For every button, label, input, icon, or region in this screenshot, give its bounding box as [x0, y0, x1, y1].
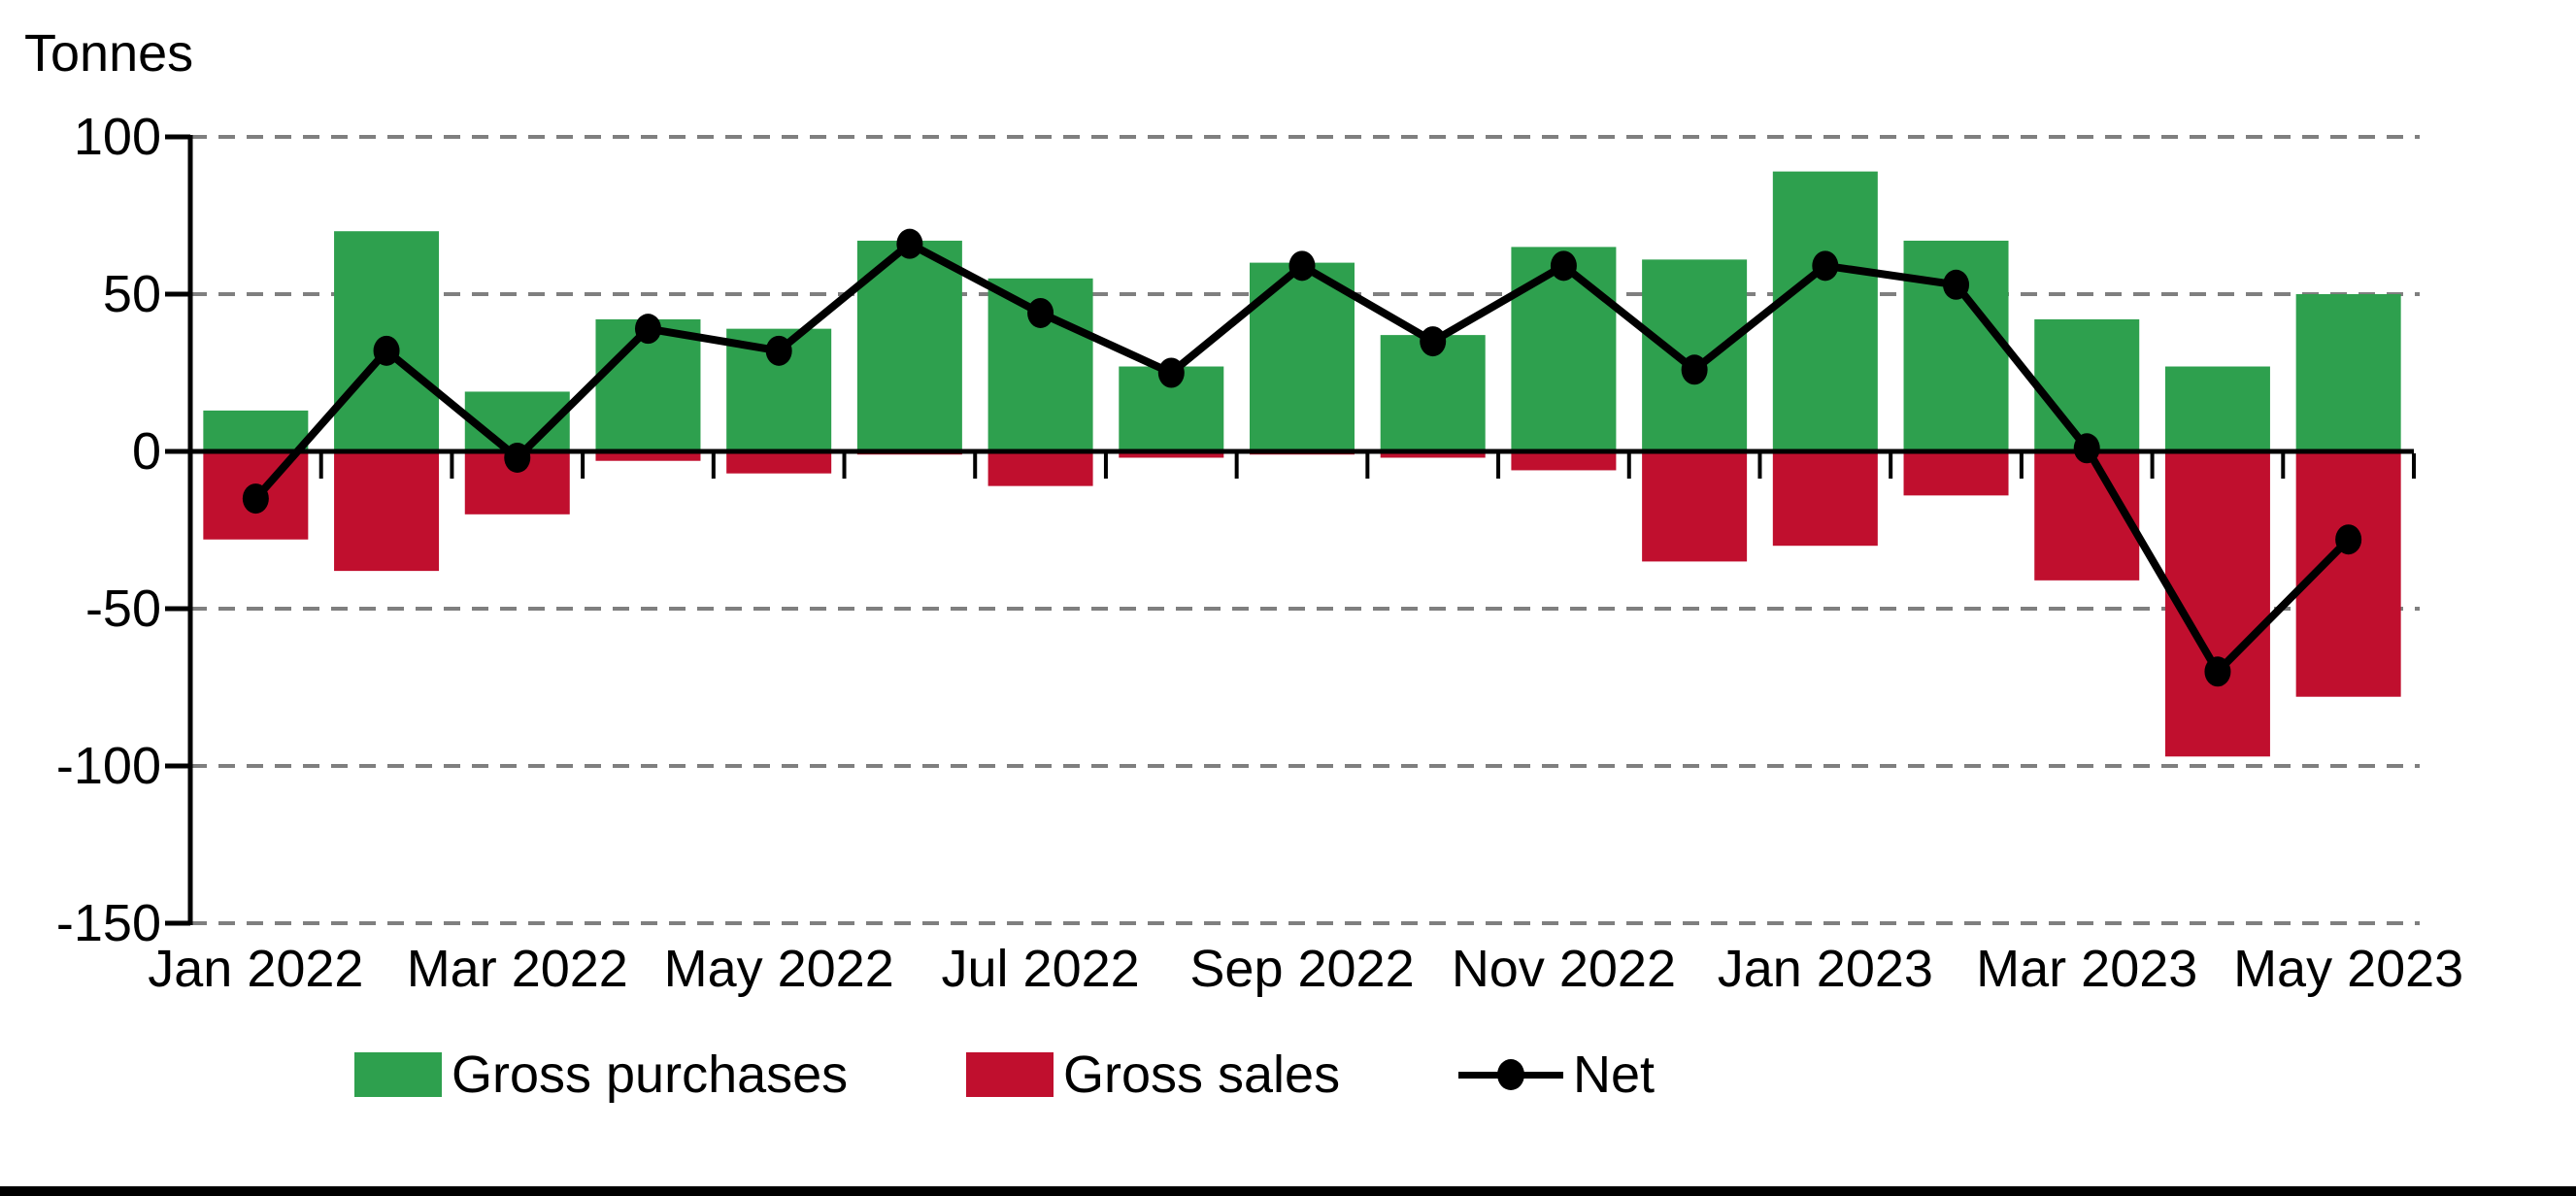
- bars: [203, 171, 2401, 757]
- bar-gross-purchases-apr-2023: [2164, 366, 2270, 451]
- x-tick-label-may-2023: May 2023: [2233, 940, 2463, 998]
- bar-gross-sales-nov-2022: [1511, 451, 1617, 471]
- x-tick-label-may-2022: May 2022: [664, 940, 894, 998]
- x-tick-label-jan-2022: Jan 2022: [148, 940, 363, 998]
- legend-label-gross-purchases: Gross purchases: [452, 1046, 849, 1104]
- bar-gross-purchases-nov-2022: [1511, 247, 1617, 451]
- net-point-nov-2022: [1550, 250, 1577, 282]
- net-point-jan-2023: [1812, 250, 1839, 282]
- legend-item-net: Net: [1458, 1045, 1655, 1105]
- legend-swatch-gross-sales: [966, 1052, 1054, 1097]
- net-point-mar-2022: [504, 442, 531, 473]
- net-point-sep-2022: [1288, 250, 1316, 282]
- legend-label-gross-sales: Gross sales: [1063, 1046, 1341, 1104]
- net-point-oct-2022: [1420, 326, 1447, 357]
- x-tick-label-mar-2022: Mar 2022: [407, 940, 628, 998]
- legend-item-gross-purchases: Gross purchases: [354, 1045, 848, 1105]
- legend-net-marker-icon: [1458, 1055, 1563, 1094]
- x-tick-labels: Jan 2022 Mar 2022 May 2022 Jul 2022 Sep 2022…: [148, 940, 2463, 998]
- x-tick-label-jan-2023: Jan 2023: [1718, 940, 1933, 998]
- y-tick-label-100: 100: [74, 108, 161, 166]
- y-tick-label--100: -100: [56, 737, 161, 795]
- legend-net-dot-icon: [1497, 1059, 1524, 1090]
- net-point-apr-2022: [634, 314, 661, 345]
- bar-gross-sales-dec-2022: [1642, 451, 1748, 562]
- net-point-jan-2022: [242, 483, 269, 515]
- y-axis-ticks: [165, 134, 190, 926]
- y-tick-label--50: -50: [85, 580, 161, 638]
- x-tick-label-jul-2022: Jul 2022: [942, 940, 1140, 998]
- bar-gross-sales-apr-2022: [595, 451, 701, 461]
- net-point-feb-2023: [1943, 269, 1970, 300]
- x-axis-ticks: [318, 453, 2416, 479]
- bar-gross-sales-aug-2022: [1119, 451, 1224, 458]
- x-tick-label-sep-2022: Sep 2022: [1189, 940, 1414, 998]
- y-tick-label-0: 0: [132, 422, 161, 481]
- net-point-apr-2023: [2204, 656, 2231, 687]
- x-tick-label-mar-2023: Mar 2023: [1976, 940, 2197, 998]
- y-tick-labels: 100 50 0 -50 -100 -150: [56, 108, 161, 952]
- x-tick-label-nov-2022: Nov 2022: [1452, 940, 1676, 998]
- net-point-jul-2022: [1027, 297, 1054, 328]
- chart-legend: Gross purchases Gross sales Net: [0, 1045, 2576, 1105]
- legend-swatch-gross-purchases: [354, 1052, 442, 1097]
- bar-gross-sales-jan-2023: [1772, 451, 1878, 547]
- net-point-may-2022: [765, 335, 792, 366]
- bar-gross-sales-feb-2023: [1903, 451, 2009, 496]
- y-tick-label-50: 50: [103, 265, 161, 323]
- legend-item-gross-sales: Gross sales: [966, 1045, 1340, 1105]
- legend-label-net: Net: [1573, 1046, 1656, 1104]
- net-point-mar-2023: [2073, 433, 2100, 464]
- bar-gross-purchases-may-2023: [2295, 294, 2401, 451]
- bar-gross-purchases-mar-2023: [2034, 318, 2140, 451]
- footer-rule-bar: [0, 1186, 2576, 1196]
- y-tick-label--150: -150: [56, 894, 161, 952]
- y-axis-title: Tonnes: [24, 24, 194, 83]
- net-point-dec-2022: [1681, 354, 1708, 385]
- bar-gross-sales-feb-2022: [334, 451, 440, 572]
- bar-gross-purchases-jan-2022: [203, 410, 309, 451]
- net-point-jun-2022: [896, 228, 923, 259]
- bar-gross-sales-oct-2022: [1380, 451, 1486, 458]
- net-points: [242, 228, 2362, 687]
- net-point-aug-2022: [1157, 357, 1185, 388]
- net-point-feb-2022: [373, 335, 400, 366]
- bar-gross-sales-may-2022: [726, 451, 832, 474]
- bar-gross-sales-apr-2023: [2164, 451, 2270, 757]
- net-point-may-2023: [2335, 524, 2362, 555]
- bar-gross-purchases-jan-2023: [1772, 171, 1878, 451]
- bar-gross-sales-mar-2023: [2034, 451, 2140, 581]
- bar-gross-sales-jul-2022: [987, 451, 1093, 486]
